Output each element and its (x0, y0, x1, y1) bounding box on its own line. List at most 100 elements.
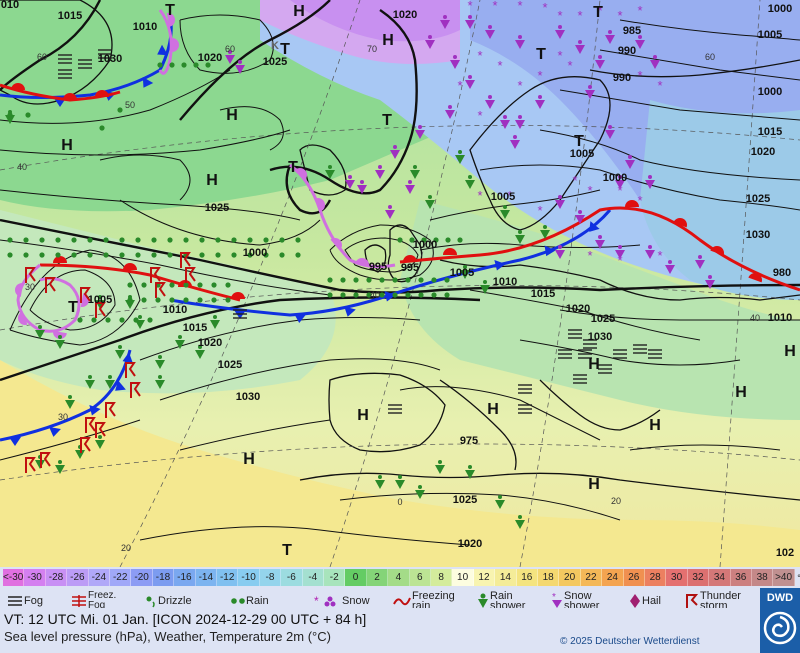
isobar (0, 239, 331, 296)
shower-dot (408, 180, 412, 184)
shower-dot (513, 135, 517, 139)
pressure-label: 1025 (453, 494, 477, 506)
shower-symbol (375, 170, 385, 179)
shower-dot (398, 475, 402, 479)
center-label: K (271, 40, 279, 52)
shower-dot (213, 315, 217, 319)
front-line (0, 14, 173, 99)
rain-symbol (431, 292, 437, 298)
legend-freezing-fog: Freez. Fog (70, 590, 120, 611)
shower-dot (468, 465, 472, 469)
shower-symbol (575, 45, 585, 54)
warm-front-semicircle (403, 255, 417, 262)
rain-symbol (55, 252, 61, 258)
shower-dot (518, 115, 522, 119)
pressure-label: 1025 (263, 56, 287, 68)
shower-symbol (645, 180, 655, 189)
snow-symbol: * (477, 48, 482, 63)
snow-symbol: * (537, 203, 542, 218)
colorbar-cell: -14 (195, 569, 217, 586)
shower-dot (328, 165, 332, 169)
shower-symbol (540, 230, 550, 239)
thunderstorm-symbol (25, 457, 36, 473)
front-line (399, 206, 800, 292)
warm-front-semicircle (95, 90, 109, 97)
legend-snow-label: Snow (342, 594, 370, 607)
shower-dot (588, 85, 592, 89)
rain-symbol (211, 297, 217, 303)
isobar (0, 189, 301, 221)
rain-symbol (135, 237, 141, 243)
isobar (559, 89, 800, 121)
shower-symbol (515, 235, 525, 244)
legend-thunderstorm: Thunder storm (684, 590, 750, 611)
pressure-label: 1020 (751, 146, 775, 158)
colorbar-cell: 28 (645, 569, 667, 586)
rain-symbol (397, 237, 403, 243)
legend-rain: Rain (230, 590, 269, 611)
shower-symbol (465, 20, 475, 29)
colorbar-cell: -30 (24, 569, 46, 586)
thunderstorm-symbol (85, 417, 96, 433)
shower-dot (483, 280, 487, 284)
snow-symbol: * (542, 0, 547, 15)
pressure-label: 985 (623, 25, 641, 37)
graticule (0, 0, 800, 567)
temp-field-atlantic-cool (0, 210, 336, 394)
rain-symbol (433, 237, 439, 243)
colorbar-cell: 20 (559, 569, 581, 586)
pressure-label: 995 (401, 262, 419, 274)
rain-symbol (418, 277, 424, 283)
shower-dot (348, 175, 352, 179)
temperature-colorbar: <-30 -30 -28 -26 -24 -22 -20 -18 -16 -14 -12 -10 -8-… (0, 567, 800, 588)
colorbar-cell: 12 (473, 569, 496, 586)
shower-dot (653, 55, 657, 59)
colorbar-cell: -22 (110, 569, 132, 586)
rain-symbol (225, 297, 231, 303)
shower-dot (468, 75, 472, 79)
pressure-label: 1010 (133, 21, 157, 33)
warm-front-semicircle (443, 248, 457, 255)
snow-symbol: * (617, 183, 622, 198)
high-pressure-label: H (487, 401, 499, 418)
colorbar-cell: -18 (152, 569, 175, 586)
map-subtitle: Sea level pressure (hPa), Weather, Tempe… (4, 629, 331, 644)
thunderstorm-symbol (95, 302, 106, 318)
shower-dot (558, 245, 562, 249)
warm-front-semicircle (673, 218, 687, 228)
high-pressure-label: H (382, 32, 394, 49)
shower-dot (503, 205, 507, 209)
legend-rain-label: Rain (246, 594, 269, 607)
shower-dot (448, 105, 452, 109)
shower-symbol (450, 60, 460, 69)
rain-symbol (77, 317, 83, 323)
shower-symbol (455, 155, 465, 164)
shower-dot (88, 375, 92, 379)
shower-dot (668, 260, 672, 264)
rain-symbol (167, 252, 173, 258)
shower-symbol (395, 480, 405, 489)
shower-dot (238, 60, 242, 64)
thunderstorm-symbol (40, 452, 51, 468)
high-pressure-label: H (784, 343, 796, 360)
pressure-label: 1025 (218, 359, 242, 371)
thunderstorm-symbol (25, 267, 36, 283)
shower-symbol (665, 265, 675, 274)
shower-dot (543, 225, 547, 229)
shower-symbol (515, 520, 525, 529)
colorbar-cell: 30 (666, 569, 688, 586)
cold-front-triangle (122, 352, 134, 364)
front-line (158, 9, 173, 75)
legend-snow-shower-label: Snow shower (564, 589, 600, 612)
pressure-label: 1005 (570, 148, 594, 160)
rain-symbol (87, 237, 93, 243)
shower-dot (498, 495, 502, 499)
cold-front-triangle (544, 245, 556, 257)
shower-symbol (605, 35, 615, 44)
freezing-rain-icon (393, 597, 411, 605)
colorbar-cell: 16 (516, 569, 538, 586)
shower-dot (453, 55, 457, 59)
warm-front-semicircle (166, 13, 175, 27)
pressure-label: 1015 (183, 322, 207, 334)
snow-symbol: * (517, 78, 522, 93)
